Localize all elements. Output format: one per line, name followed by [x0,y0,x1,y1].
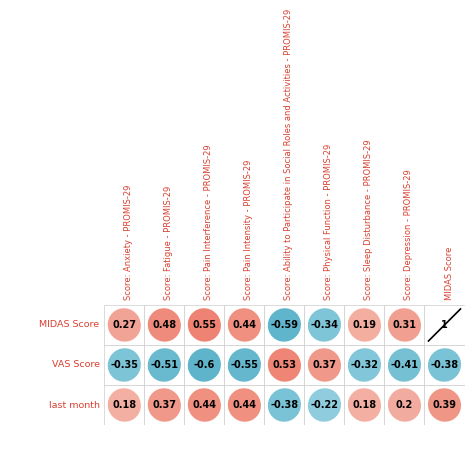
Bar [184,385,224,425]
Ellipse shape [268,348,301,382]
Text: Score: Sleep Disturbance - PROMIS-29: Score: Sleep Disturbance - PROMIS-29 [365,139,374,300]
Ellipse shape [388,348,421,382]
Bar [345,305,384,345]
Ellipse shape [348,388,381,422]
Ellipse shape [348,348,381,382]
Ellipse shape [188,388,221,422]
Text: -0.6: -0.6 [194,360,215,370]
Ellipse shape [188,308,221,342]
Text: -0.59: -0.59 [270,320,299,330]
Text: 0.55: 0.55 [192,320,216,330]
Text: Score: Ability to Participate in Social Roles and Activities - PROMIS-29: Score: Ability to Participate in Social … [284,9,293,300]
Text: -0.51: -0.51 [150,360,178,370]
Ellipse shape [428,388,461,422]
Bar [425,345,465,385]
Text: Score: Fatigue - PROMIS-29: Score: Fatigue - PROMIS-29 [164,186,173,300]
Bar [384,385,425,425]
Bar [184,345,224,385]
Ellipse shape [188,348,221,382]
Bar [304,345,345,385]
Text: 0.37: 0.37 [152,400,176,410]
Text: MIDAS Score: MIDAS Score [39,320,100,329]
Text: 0.53: 0.53 [273,360,296,370]
Text: VAS Score: VAS Score [52,361,100,369]
Text: MIDAS Score: MIDAS Score [445,247,454,300]
Ellipse shape [148,348,181,382]
Text: 0.48: 0.48 [152,320,176,330]
Text: 0.2: 0.2 [396,400,413,410]
Text: 0.37: 0.37 [312,360,337,370]
Text: -0.38: -0.38 [430,360,458,370]
Bar [384,345,425,385]
Ellipse shape [148,388,181,422]
Ellipse shape [228,348,261,382]
Ellipse shape [308,388,341,422]
Text: 0.44: 0.44 [232,400,256,410]
Text: 1: 1 [441,320,448,330]
Bar [144,385,184,425]
Text: Score: Depression - PROMIS-29: Score: Depression - PROMIS-29 [404,169,413,300]
Ellipse shape [388,388,421,422]
Bar [304,305,345,345]
Ellipse shape [268,308,301,342]
Bar [345,385,384,425]
Text: -0.41: -0.41 [391,360,419,370]
Bar [104,385,144,425]
Text: 0.18: 0.18 [352,400,376,410]
Bar [264,305,304,345]
Bar [144,305,184,345]
Text: Score: Pain Intensity - PROMIS-29: Score: Pain Intensity - PROMIS-29 [245,160,254,300]
Text: -0.55: -0.55 [230,360,258,370]
Bar [264,345,304,385]
Bar [264,385,304,425]
Bar [184,305,224,345]
Ellipse shape [228,388,261,422]
Ellipse shape [148,308,181,342]
Bar [144,345,184,385]
Bar [224,345,264,385]
Text: -0.38: -0.38 [270,400,299,410]
Text: -0.32: -0.32 [350,360,378,370]
Ellipse shape [388,308,421,342]
Bar [304,385,345,425]
Text: Score: Physical Function - PROMIS-29: Score: Physical Function - PROMIS-29 [324,144,333,300]
Text: -0.22: -0.22 [310,400,338,410]
Ellipse shape [268,388,301,422]
Ellipse shape [108,348,141,382]
Bar [104,305,144,345]
Bar [425,385,465,425]
Text: 0.18: 0.18 [112,400,137,410]
Text: Score: Pain Interference - PROMIS-29: Score: Pain Interference - PROMIS-29 [204,145,213,300]
Bar [224,305,264,345]
Ellipse shape [108,308,141,342]
Ellipse shape [228,308,261,342]
Ellipse shape [308,348,341,382]
Text: Score: Anxiety - PROMIS-29: Score: Anxiety - PROMIS-29 [124,185,133,300]
Bar [104,345,144,385]
Text: 0.44: 0.44 [232,320,256,330]
Bar [345,345,384,385]
Text: last month: last month [48,401,100,410]
Text: 0.27: 0.27 [112,320,137,330]
Ellipse shape [308,308,341,342]
Ellipse shape [108,388,141,422]
Ellipse shape [428,348,461,382]
Text: -0.35: -0.35 [110,360,138,370]
Bar [224,385,264,425]
Text: 0.31: 0.31 [392,320,417,330]
Bar [384,305,425,345]
Text: 0.39: 0.39 [432,400,456,410]
Text: 0.19: 0.19 [353,320,376,330]
Text: 0.44: 0.44 [192,400,216,410]
Ellipse shape [348,308,381,342]
Text: -0.34: -0.34 [310,320,338,330]
Bar [425,305,465,345]
